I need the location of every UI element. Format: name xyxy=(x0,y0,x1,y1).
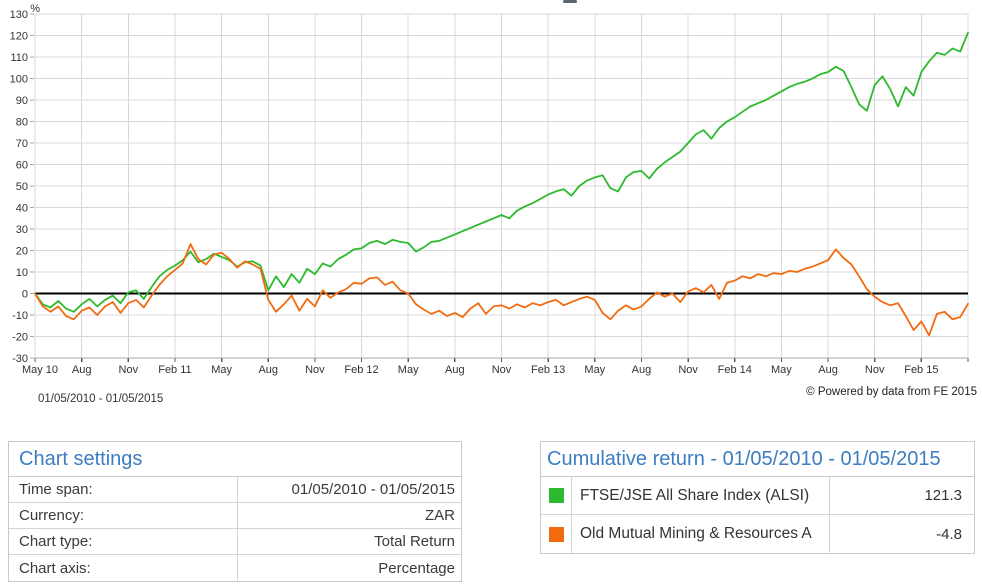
y-axis-tick-label: -20 xyxy=(12,332,28,344)
x-axis-tick-label: Nov xyxy=(865,364,885,376)
cumulative-return-table: Cumulative return - 01/05/2010 - 01/05/2… xyxy=(540,441,975,554)
series-name: FTSE/JSE All Share Index (ALSI) xyxy=(572,477,830,514)
y-axis-tick-label: 120 xyxy=(10,31,28,43)
x-axis-tick-label: Nov xyxy=(492,364,512,376)
series-line-ftse-jse-all-share-index-alsi xyxy=(34,31,969,313)
y-axis-tick-label: 90 xyxy=(16,95,28,107)
settings-row-label: Currency: xyxy=(9,503,238,528)
chart-settings-title: Chart settings xyxy=(9,442,461,477)
x-axis-tick-label: Feb 12 xyxy=(344,364,378,376)
settings-row: Chart axis: Percentage xyxy=(9,555,461,581)
settings-row-label: Chart type: xyxy=(9,529,238,554)
settings-row-value: 01/05/2010 - 01/05/2015 xyxy=(291,481,455,498)
chart-settings-table: Chart settings Time span: 01/05/2010 - 01… xyxy=(8,441,462,582)
settings-row-value: ZAR xyxy=(425,507,455,524)
x-axis-tick-label: Aug xyxy=(632,364,652,376)
y-axis-tick-label: 60 xyxy=(16,160,28,172)
series-return-value: 121.3 xyxy=(924,487,962,504)
series-swatch-cell xyxy=(541,515,572,553)
x-axis-tick-label: Feb 11 xyxy=(158,364,191,376)
chart-attribution-label: © Powered by data from FE 2015 xyxy=(806,386,977,398)
x-axis-tick-label: May xyxy=(211,364,232,376)
x-axis-tick-label: May 10 xyxy=(22,364,58,376)
settings-row-label: Chart axis: xyxy=(9,555,238,581)
x-axis-tick-label: Nov xyxy=(119,364,139,376)
y-axis-tick-label: 20 xyxy=(16,246,28,258)
y-axis-tick-label: -10 xyxy=(12,310,28,322)
y-axis-tick-label: 0 xyxy=(22,289,28,301)
series-swatch-cell xyxy=(541,477,572,514)
x-axis-tick-label: Nov xyxy=(305,364,325,376)
returns-row: Old Mutual Mining & Resources A -4.8 xyxy=(541,515,974,553)
settings-row-label: Time span: xyxy=(9,477,238,502)
x-axis-tick-label: Feb 14 xyxy=(718,364,752,376)
y-axis-unit-label: % xyxy=(30,3,40,15)
chart-date-range-label: 01/05/2010 - 01/05/2015 xyxy=(38,393,164,405)
y-axis-tick-label: 30 xyxy=(16,224,28,236)
settings-row-value: Total Return xyxy=(374,533,455,550)
chart-plot-area: 1301201101009080706050403020100-10-20-30… xyxy=(10,9,969,376)
x-axis-tick-label: May xyxy=(584,364,605,376)
y-axis-tick-label: 110 xyxy=(10,52,28,64)
x-axis-tick-label: Aug xyxy=(72,364,92,376)
cropped-title-fragment xyxy=(563,0,577,3)
cumulative-return-title: Cumulative return - 01/05/2010 - 01/05/2… xyxy=(541,442,974,477)
y-axis-tick-label: 130 xyxy=(10,9,28,21)
chart-settings-rows: Time span: 01/05/2010 - 01/05/2015 Currenc… xyxy=(9,477,461,581)
x-axis-tick-label: May xyxy=(398,364,419,376)
x-axis-tick-label: May xyxy=(771,364,792,376)
y-axis-tick-label: -30 xyxy=(12,353,28,365)
returns-row: FTSE/JSE All Share Index (ALSI) 121.3 xyxy=(541,477,974,515)
x-axis-tick-label: Aug xyxy=(258,364,278,376)
y-axis-tick-label: 100 xyxy=(10,74,28,86)
y-axis-tick-label: 70 xyxy=(16,138,28,150)
y-axis-tick-label: 40 xyxy=(16,203,28,215)
series-return-value: -4.8 xyxy=(936,525,962,543)
cumulative-return-chart: % 130 120 110 100 90 80 70 60 50 40 30 20 10 0 -10 -20-… xyxy=(10,0,977,405)
y-axis-tick-label: 10 xyxy=(16,267,28,279)
series-name: Old Mutual Mining & Resources A xyxy=(572,515,830,553)
settings-row: Currency: ZAR xyxy=(9,503,461,529)
y-axis-tick-label: 50 xyxy=(16,181,28,193)
series-color-swatch-icon xyxy=(548,488,564,503)
cumulative-return-rows: FTSE/JSE All Share Index (ALSI) 121.3 Old … xyxy=(541,477,974,553)
x-axis-tick-label: Aug xyxy=(818,364,838,376)
x-axis-tick-label: Aug xyxy=(445,364,465,376)
settings-row: Time span: 01/05/2010 - 01/05/2015 xyxy=(9,477,461,503)
x-axis-tick-label: Feb 13 xyxy=(531,364,565,376)
series-color-swatch-icon xyxy=(548,526,564,542)
settings-row: Chart type: Total Return xyxy=(9,529,461,555)
settings-row-value: Percentage xyxy=(378,559,455,577)
x-axis-tick-label: Feb 15 xyxy=(904,364,938,376)
x-axis-tick-label: Nov xyxy=(678,364,698,376)
series-line-old-mutual-mining-resources-a xyxy=(34,243,969,337)
y-axis-tick-label: 80 xyxy=(16,117,28,129)
